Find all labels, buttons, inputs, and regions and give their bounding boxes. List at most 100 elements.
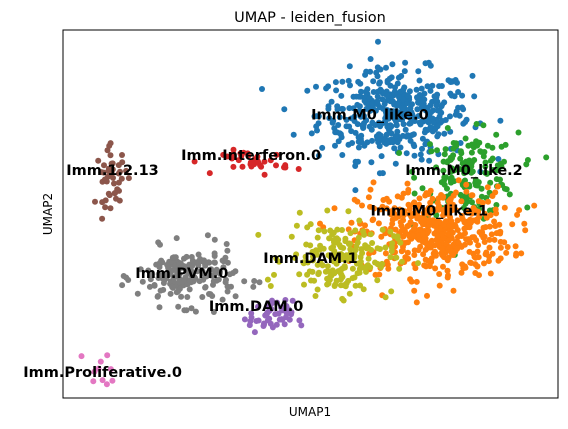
data-point bbox=[431, 93, 438, 100]
data-point bbox=[411, 287, 418, 294]
data-point bbox=[347, 246, 354, 253]
data-point bbox=[360, 121, 367, 128]
data-point bbox=[264, 276, 271, 283]
data-point bbox=[422, 192, 429, 199]
data-point bbox=[268, 305, 275, 312]
data-point bbox=[107, 152, 114, 159]
data-point bbox=[492, 206, 499, 213]
data-point bbox=[469, 199, 475, 206]
data-point bbox=[396, 265, 403, 272]
data-point bbox=[104, 147, 111, 154]
data-point bbox=[389, 61, 396, 68]
data-point bbox=[331, 205, 338, 212]
data-point bbox=[495, 156, 502, 162]
data-point bbox=[358, 263, 365, 270]
data-point bbox=[474, 216, 481, 223]
data-point bbox=[378, 153, 385, 160]
data-point bbox=[400, 121, 407, 128]
data-point bbox=[310, 253, 316, 260]
data-point bbox=[357, 282, 364, 289]
data-point bbox=[115, 179, 122, 186]
data-point bbox=[223, 241, 230, 247]
data-point bbox=[327, 273, 334, 280]
data-point bbox=[415, 260, 421, 267]
data-point bbox=[211, 270, 218, 277]
data-point bbox=[493, 202, 500, 208]
data-point bbox=[363, 268, 369, 275]
data-point bbox=[355, 134, 362, 141]
data-point bbox=[466, 219, 472, 226]
data-point bbox=[448, 168, 455, 175]
data-point bbox=[413, 278, 420, 285]
data-point bbox=[170, 278, 177, 285]
data-point bbox=[324, 281, 331, 288]
series-imm-dam-0 bbox=[241, 297, 305, 336]
data-point bbox=[255, 317, 262, 324]
data-point bbox=[469, 72, 476, 79]
data-point bbox=[207, 291, 214, 298]
data-point bbox=[474, 263, 481, 270]
data-point bbox=[378, 121, 385, 128]
data-point bbox=[107, 140, 114, 147]
data-point bbox=[484, 170, 490, 177]
data-point bbox=[404, 180, 411, 187]
data-point bbox=[478, 193, 485, 200]
data-point bbox=[435, 241, 442, 248]
data-point bbox=[351, 113, 358, 120]
data-point bbox=[308, 130, 315, 137]
data-point bbox=[355, 144, 362, 151]
cluster-label: Imm.PVM.0 bbox=[135, 266, 228, 282]
data-point bbox=[457, 155, 464, 162]
data-point bbox=[421, 129, 428, 136]
data-point bbox=[392, 84, 398, 91]
data-point bbox=[386, 75, 393, 82]
data-point bbox=[448, 223, 455, 230]
data-point bbox=[315, 120, 322, 127]
data-point bbox=[486, 244, 493, 251]
data-point bbox=[347, 251, 354, 258]
data-point bbox=[417, 151, 424, 158]
data-point bbox=[386, 108, 393, 115]
data-point bbox=[145, 267, 152, 274]
data-point bbox=[427, 141, 433, 148]
data-point bbox=[286, 316, 293, 323]
data-point bbox=[487, 270, 494, 277]
series-imm-dam-1 bbox=[255, 207, 421, 304]
data-point bbox=[367, 186, 374, 193]
data-point bbox=[346, 105, 353, 112]
data-point bbox=[472, 182, 479, 189]
data-point bbox=[413, 86, 420, 93]
data-point bbox=[370, 179, 377, 186]
data-point bbox=[116, 197, 123, 204]
data-point bbox=[498, 143, 505, 150]
data-point bbox=[490, 167, 497, 173]
data-point bbox=[409, 168, 416, 175]
data-point bbox=[148, 271, 155, 278]
data-point bbox=[463, 188, 470, 195]
data-point bbox=[264, 317, 271, 324]
data-point bbox=[374, 64, 381, 71]
data-point bbox=[282, 297, 289, 303]
data-point bbox=[364, 139, 371, 146]
data-point bbox=[381, 101, 388, 107]
data-point bbox=[331, 125, 338, 132]
data-point bbox=[402, 254, 409, 261]
data-point bbox=[440, 263, 446, 270]
data-point bbox=[486, 207, 493, 214]
data-point bbox=[497, 117, 504, 124]
data-point bbox=[392, 160, 399, 167]
scatter-points bbox=[78, 38, 550, 388]
data-point bbox=[391, 210, 398, 217]
data-point bbox=[105, 190, 112, 197]
data-point bbox=[436, 83, 443, 90]
data-point bbox=[119, 152, 125, 158]
data-point bbox=[219, 257, 226, 264]
data-point bbox=[178, 293, 185, 300]
data-point bbox=[191, 158, 198, 165]
data-point bbox=[367, 231, 374, 238]
data-point bbox=[324, 263, 331, 270]
data-point bbox=[461, 225, 468, 232]
data-point bbox=[482, 163, 489, 170]
data-point bbox=[409, 232, 416, 239]
data-point bbox=[78, 353, 85, 360]
